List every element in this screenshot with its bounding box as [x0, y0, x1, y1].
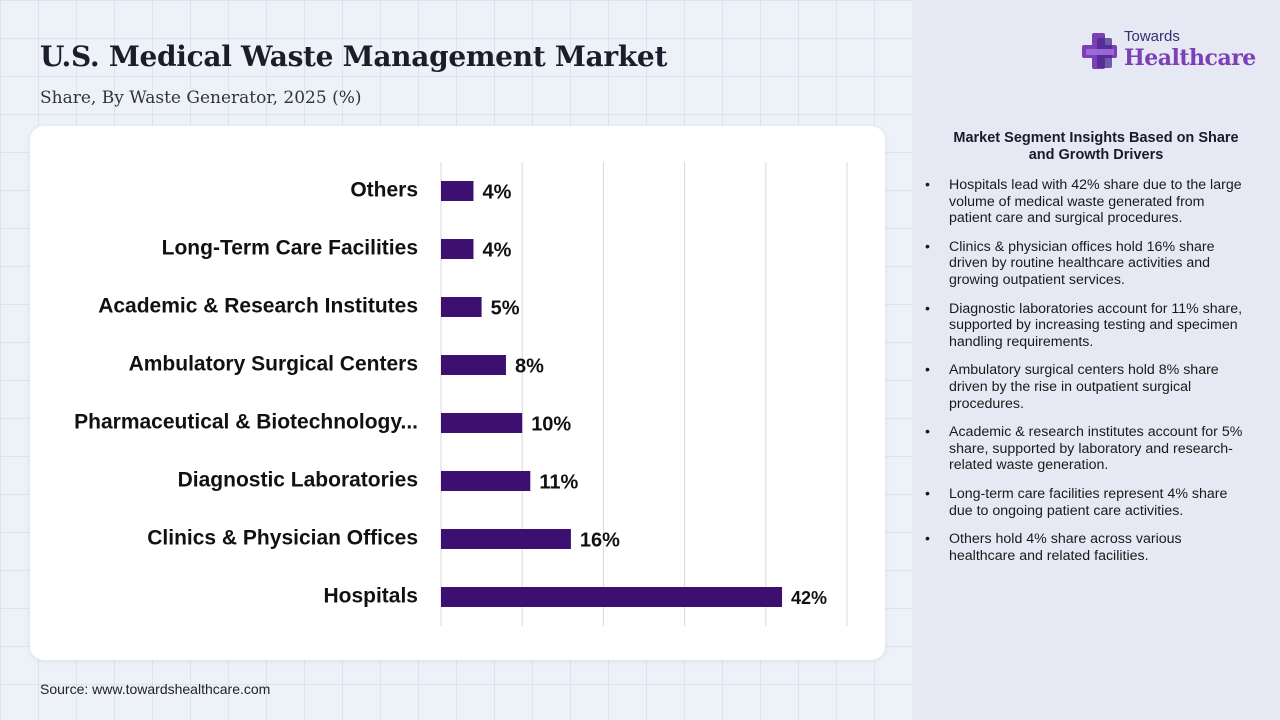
bar — [441, 239, 474, 259]
bullet-icon: • — [925, 531, 930, 548]
insights-title: Market Segment Insights Based on Share a… — [953, 130, 1239, 163]
value-label: 11% — [539, 471, 578, 493]
insight-item: • Long-term care facilities represent 4% … — [925, 486, 1245, 519]
category-label: Academic & Research Institutes — [98, 295, 418, 318]
category-label: Long-Term Care Facilities — [162, 237, 418, 260]
category-label: Diagnostic Laboratories — [178, 469, 418, 492]
value-label: 5% — [491, 297, 520, 319]
brand-logo: Towards Healthcare — [1080, 28, 1260, 78]
value-label: 8% — [515, 355, 544, 377]
chart-subtitle: Share, By Waste Generator, 2025 (%) — [40, 88, 362, 108]
bullet-icon: • — [925, 362, 930, 379]
cross-logo-icon — [1082, 33, 1117, 69]
category-label: Pharmaceutical & Biotechnology... — [74, 411, 418, 434]
bullet-icon: • — [925, 177, 930, 193]
insight-item: • Diagnostic laboratories account for 11%… — [925, 301, 1245, 351]
chart-section: U.S. Medical Waste Management Market Sha… — [30, 40, 885, 697]
bar — [441, 181, 474, 201]
insight-text: Long-term care facilities represent 4% s… — [949, 485, 1228, 519]
insight-item: • Ambulatory surgical centers hold 8% sha… — [925, 362, 1245, 412]
value-label: 4% — [482, 239, 511, 261]
insight-text: Others hold 4% share across various heal… — [949, 531, 1182, 564]
insight-text: Ambulatory surgical centers hold 8% shar… — [949, 362, 1219, 412]
source-note: Source: www.towardshealthcare.com — [40, 681, 271, 697]
category-label: Clinics & Physician Offices — [147, 527, 418, 550]
insights-list: • Hospitals lead with 42% share due to th… — [925, 177, 1245, 576]
bar-chart: Others 4% Long-Term Care Facilities 4% Acade… — [74, 162, 848, 626]
bullet-icon: • — [925, 485, 930, 502]
value-label: 16% — [580, 529, 620, 551]
chart-card: Others 4% Long-Term Care Facilities 4% Acade… — [30, 126, 885, 660]
bullet-icon: • — [925, 300, 930, 317]
bar — [441, 587, 783, 607]
bar — [441, 529, 571, 549]
insights-panel — [912, 0, 1280, 720]
chart-title: U.S. Medical Waste Management Market — [40, 40, 668, 73]
category-label: Ambulatory Surgical Centers — [129, 353, 418, 376]
insight-item: • Hospitals lead with 42% share due to th… — [925, 177, 1245, 227]
insight-text: Clinics & physician offices hold 16% sha… — [949, 238, 1215, 288]
insight-text: Diagnostic laboratories account for 11% … — [949, 300, 1243, 350]
logo-text-healthcare: Healthcare — [1124, 45, 1256, 71]
bar — [441, 297, 482, 317]
bullet-icon: • — [925, 424, 930, 441]
insight-item: • Academic & research institutes account … — [925, 424, 1245, 474]
bar — [441, 413, 523, 433]
category-label: Others — [350, 179, 418, 202]
category-label: Hospitals — [323, 585, 418, 608]
insight-text: Hospitals lead with 42% share due to the… — [949, 177, 1242, 227]
bar — [441, 355, 506, 375]
insight-item: • Clinics & physician offices hold 16% sh… — [925, 239, 1245, 289]
bullet-icon: • — [925, 238, 930, 255]
value-label: 10% — [531, 413, 571, 435]
value-label: 4% — [482, 181, 511, 203]
insight-text: Academic & research institutes account f… — [949, 424, 1243, 474]
insight-item: • Others hold 4% share across various hea… — [925, 531, 1245, 564]
value-label: 42% — [791, 588, 827, 608]
bar — [441, 471, 531, 491]
logo-text-towards: Towards — [1124, 28, 1180, 45]
